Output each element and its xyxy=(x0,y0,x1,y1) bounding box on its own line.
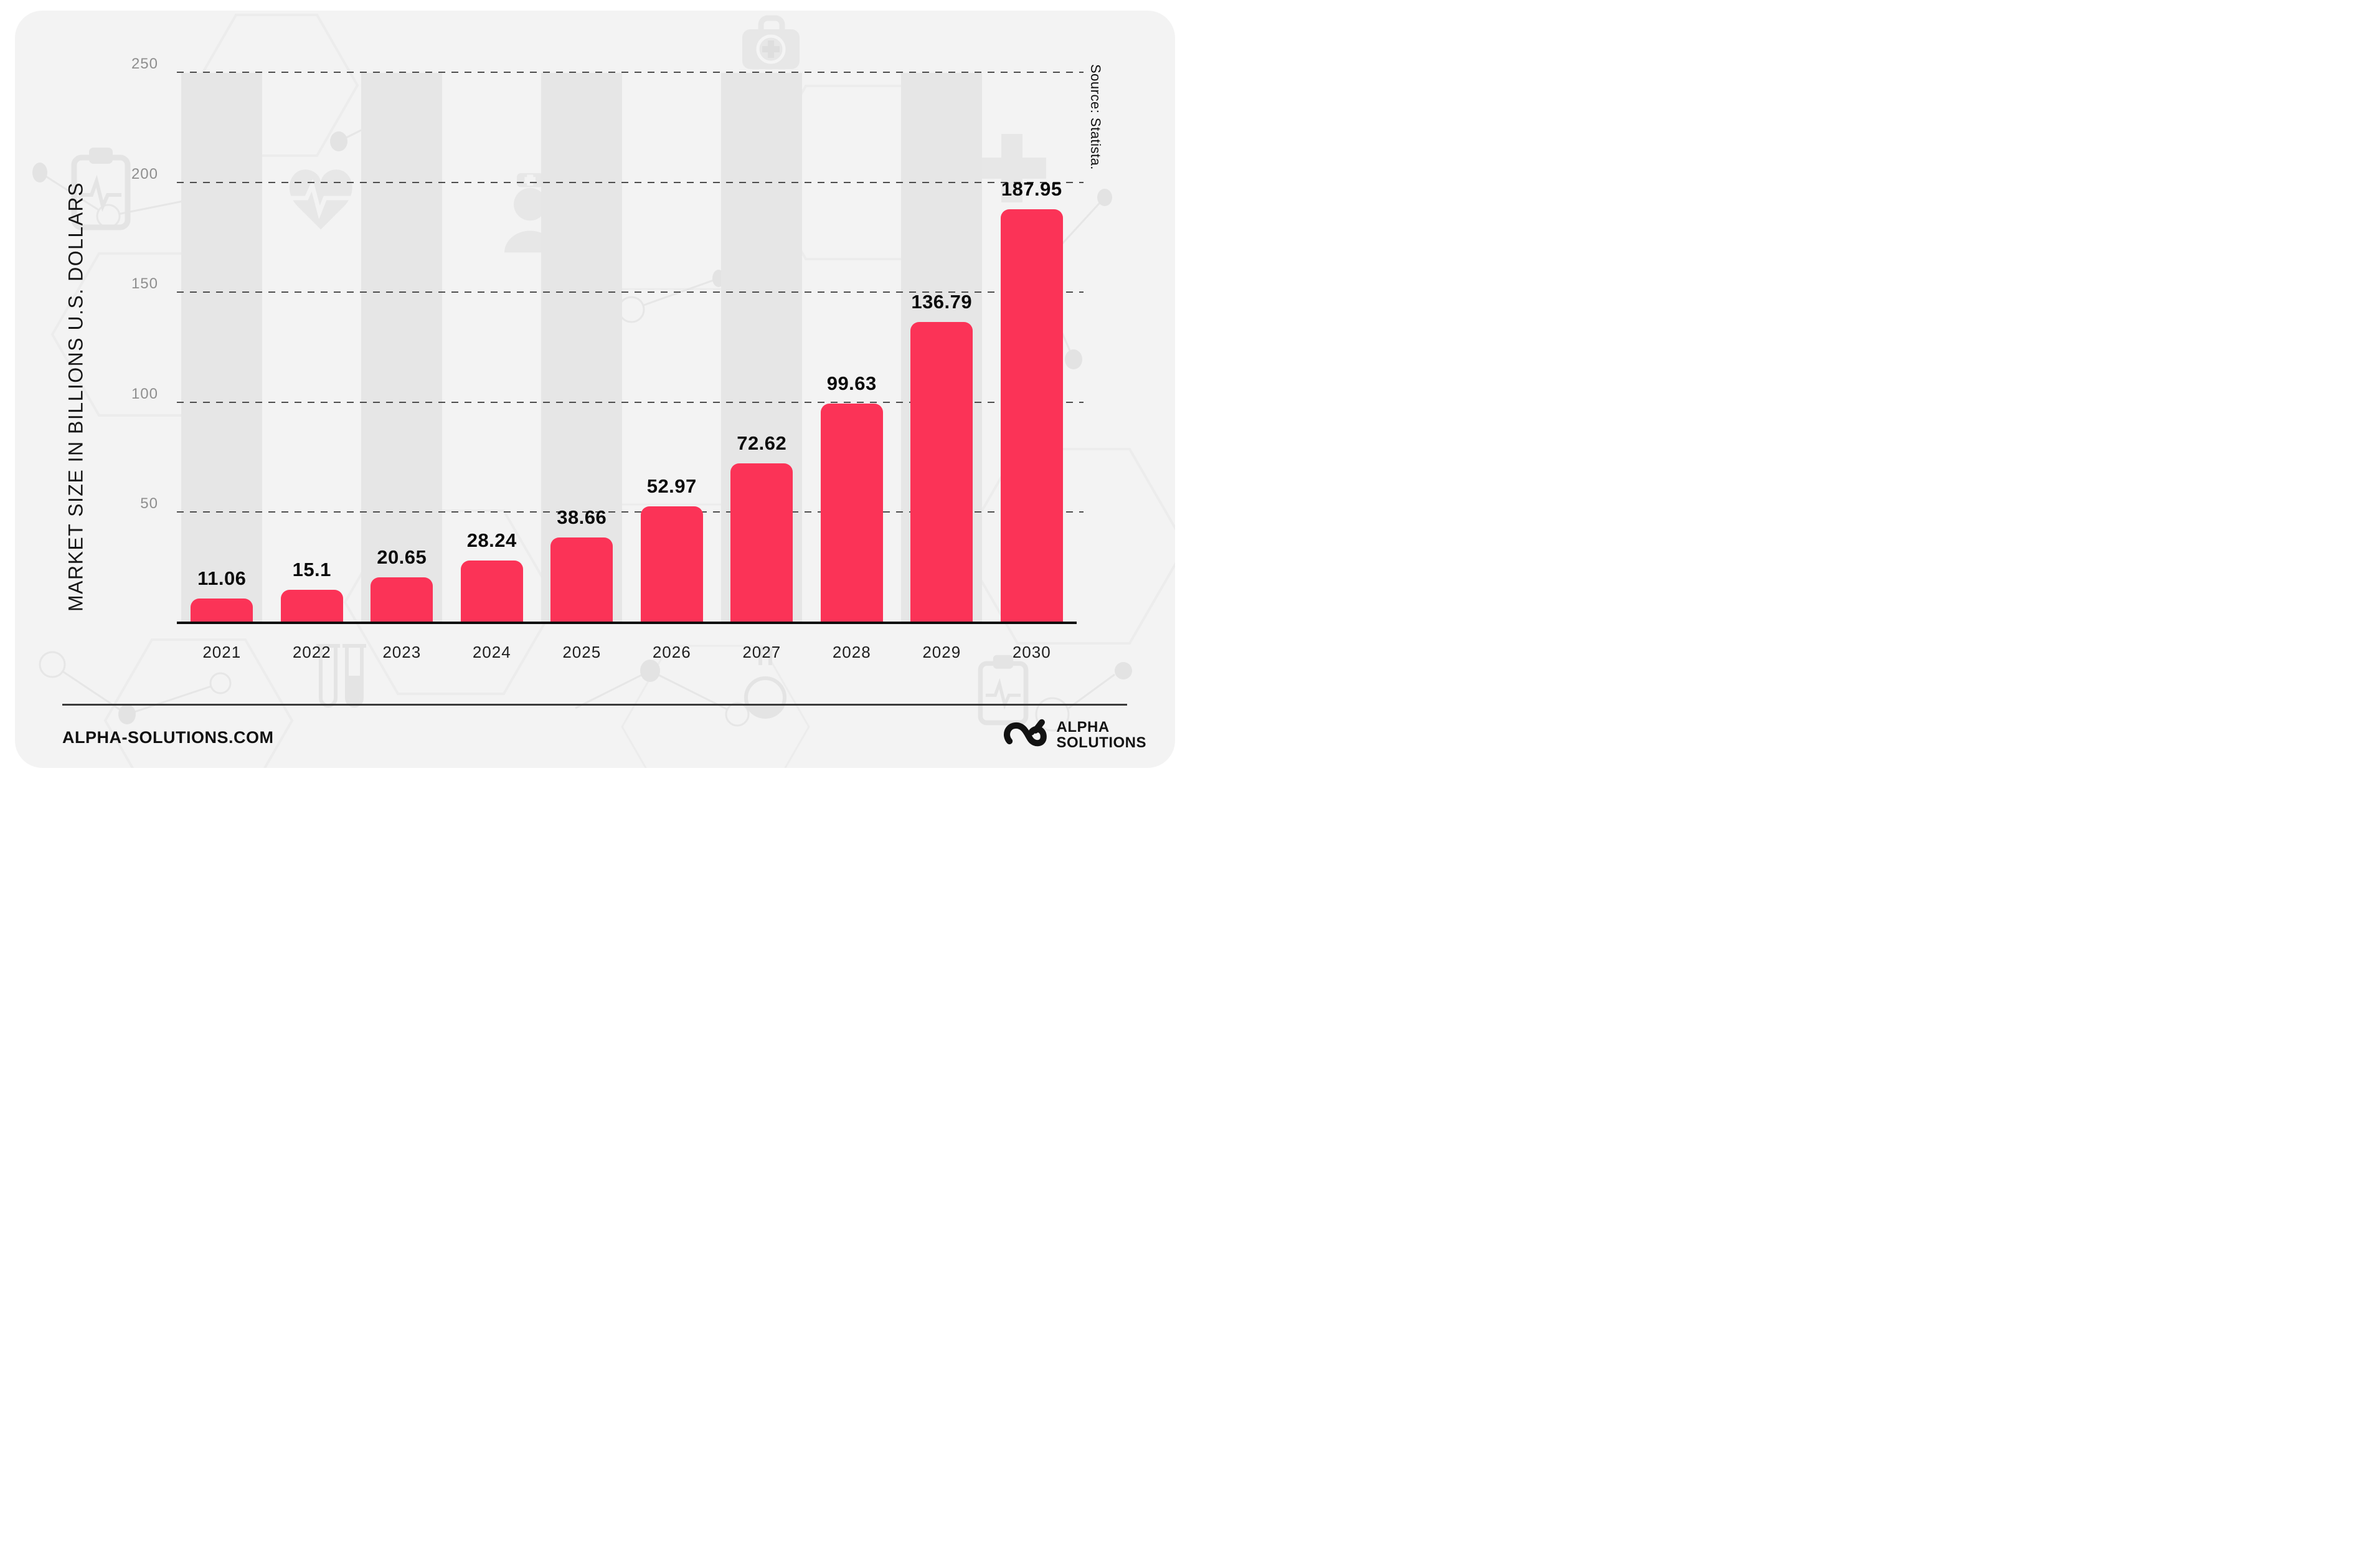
y-tick-label-100: 100 xyxy=(131,385,158,402)
y-tick-label-150: 150 xyxy=(131,275,158,293)
bar-2027 xyxy=(730,463,793,623)
bar-value-2027: 72.62 xyxy=(737,432,787,454)
y-tick-label-200: 200 xyxy=(131,165,158,182)
x-tick-label-2030: 2030 xyxy=(1012,643,1051,661)
bar-2021 xyxy=(191,598,253,623)
bar-value-2022: 15.1 xyxy=(292,558,331,580)
footer-website-text: ALPHA-SOLUTIONS.COM xyxy=(62,728,274,747)
brand-word-solutions: SOLUTIONS xyxy=(1056,734,1146,751)
bar-value-2021: 11.06 xyxy=(197,567,247,589)
bar-2022 xyxy=(280,589,343,623)
bar-value-2028: 99.63 xyxy=(826,372,877,395)
source-note: Source: Statista. xyxy=(1088,64,1103,170)
chart-plot-area: 50 100 150 200 250 11.06 2021 15.1 2022 20.65 2023… xyxy=(131,11,1084,661)
x-tick-label-2027: 2027 xyxy=(742,643,782,661)
bar-2030 xyxy=(1000,209,1063,623)
x-tick-label-2028: 2028 xyxy=(832,643,871,661)
gridline-200 xyxy=(177,181,1084,183)
gridline-150 xyxy=(177,291,1084,293)
bar-2026 xyxy=(640,506,703,623)
bar-value-2024: 28.24 xyxy=(466,529,517,552)
column-stripe-2023 xyxy=(361,73,443,623)
gridline-250 xyxy=(177,72,1084,73)
brand-word-alpha: ALPHA xyxy=(1056,719,1110,736)
x-axis-line xyxy=(177,622,1077,624)
bar-2029 xyxy=(910,321,973,623)
bar-2028 xyxy=(820,404,883,623)
y-axis-title: MARKET SIZE IN BILLIONS U.S. DOLLARS xyxy=(64,181,87,612)
y-tick-label-250: 250 xyxy=(131,55,158,72)
bar-value-2025: 38.66 xyxy=(557,506,607,529)
bar-2023 xyxy=(371,577,433,623)
x-tick-label-2022: 2022 xyxy=(292,643,331,661)
x-tick-label-2023: 2023 xyxy=(382,643,422,661)
x-tick-label-2025: 2025 xyxy=(562,643,602,661)
bar-value-2029: 136.79 xyxy=(911,290,973,313)
bar-value-2023: 20.65 xyxy=(377,546,427,569)
brand-wordmark: ALPHA SOLUTIONS xyxy=(1056,719,1146,750)
x-tick-label-2026: 2026 xyxy=(652,643,691,661)
y-tick-label-50: 50 xyxy=(140,495,158,513)
footer-divider xyxy=(62,704,1127,706)
column-stripe-2025 xyxy=(541,73,623,623)
bar-2024 xyxy=(460,561,523,623)
alpha-solutions-logo-icon xyxy=(1004,719,1047,747)
infographic-card: MARKET SIZE IN BILLIONS U.S. DOLLARS Sou… xyxy=(15,11,1175,768)
x-tick-label-2021: 2021 xyxy=(202,643,242,661)
bar-2025 xyxy=(550,537,613,623)
x-tick-label-2029: 2029 xyxy=(922,643,961,661)
infographic-page: MARKET SIZE IN BILLIONS U.S. DOLLARS Sou… xyxy=(0,0,1190,778)
clipboard-ecg-icon xyxy=(978,655,1029,726)
gridline-50 xyxy=(177,511,1084,513)
bar-value-2030: 187.95 xyxy=(1001,178,1062,201)
brand-logo: ALPHA SOLUTIONS xyxy=(1003,717,1146,753)
bar-value-2026: 52.97 xyxy=(646,475,697,497)
column-stripe-2021 xyxy=(181,73,263,623)
x-tick-label-2024: 2024 xyxy=(472,643,511,661)
gridline-100 xyxy=(177,401,1084,403)
